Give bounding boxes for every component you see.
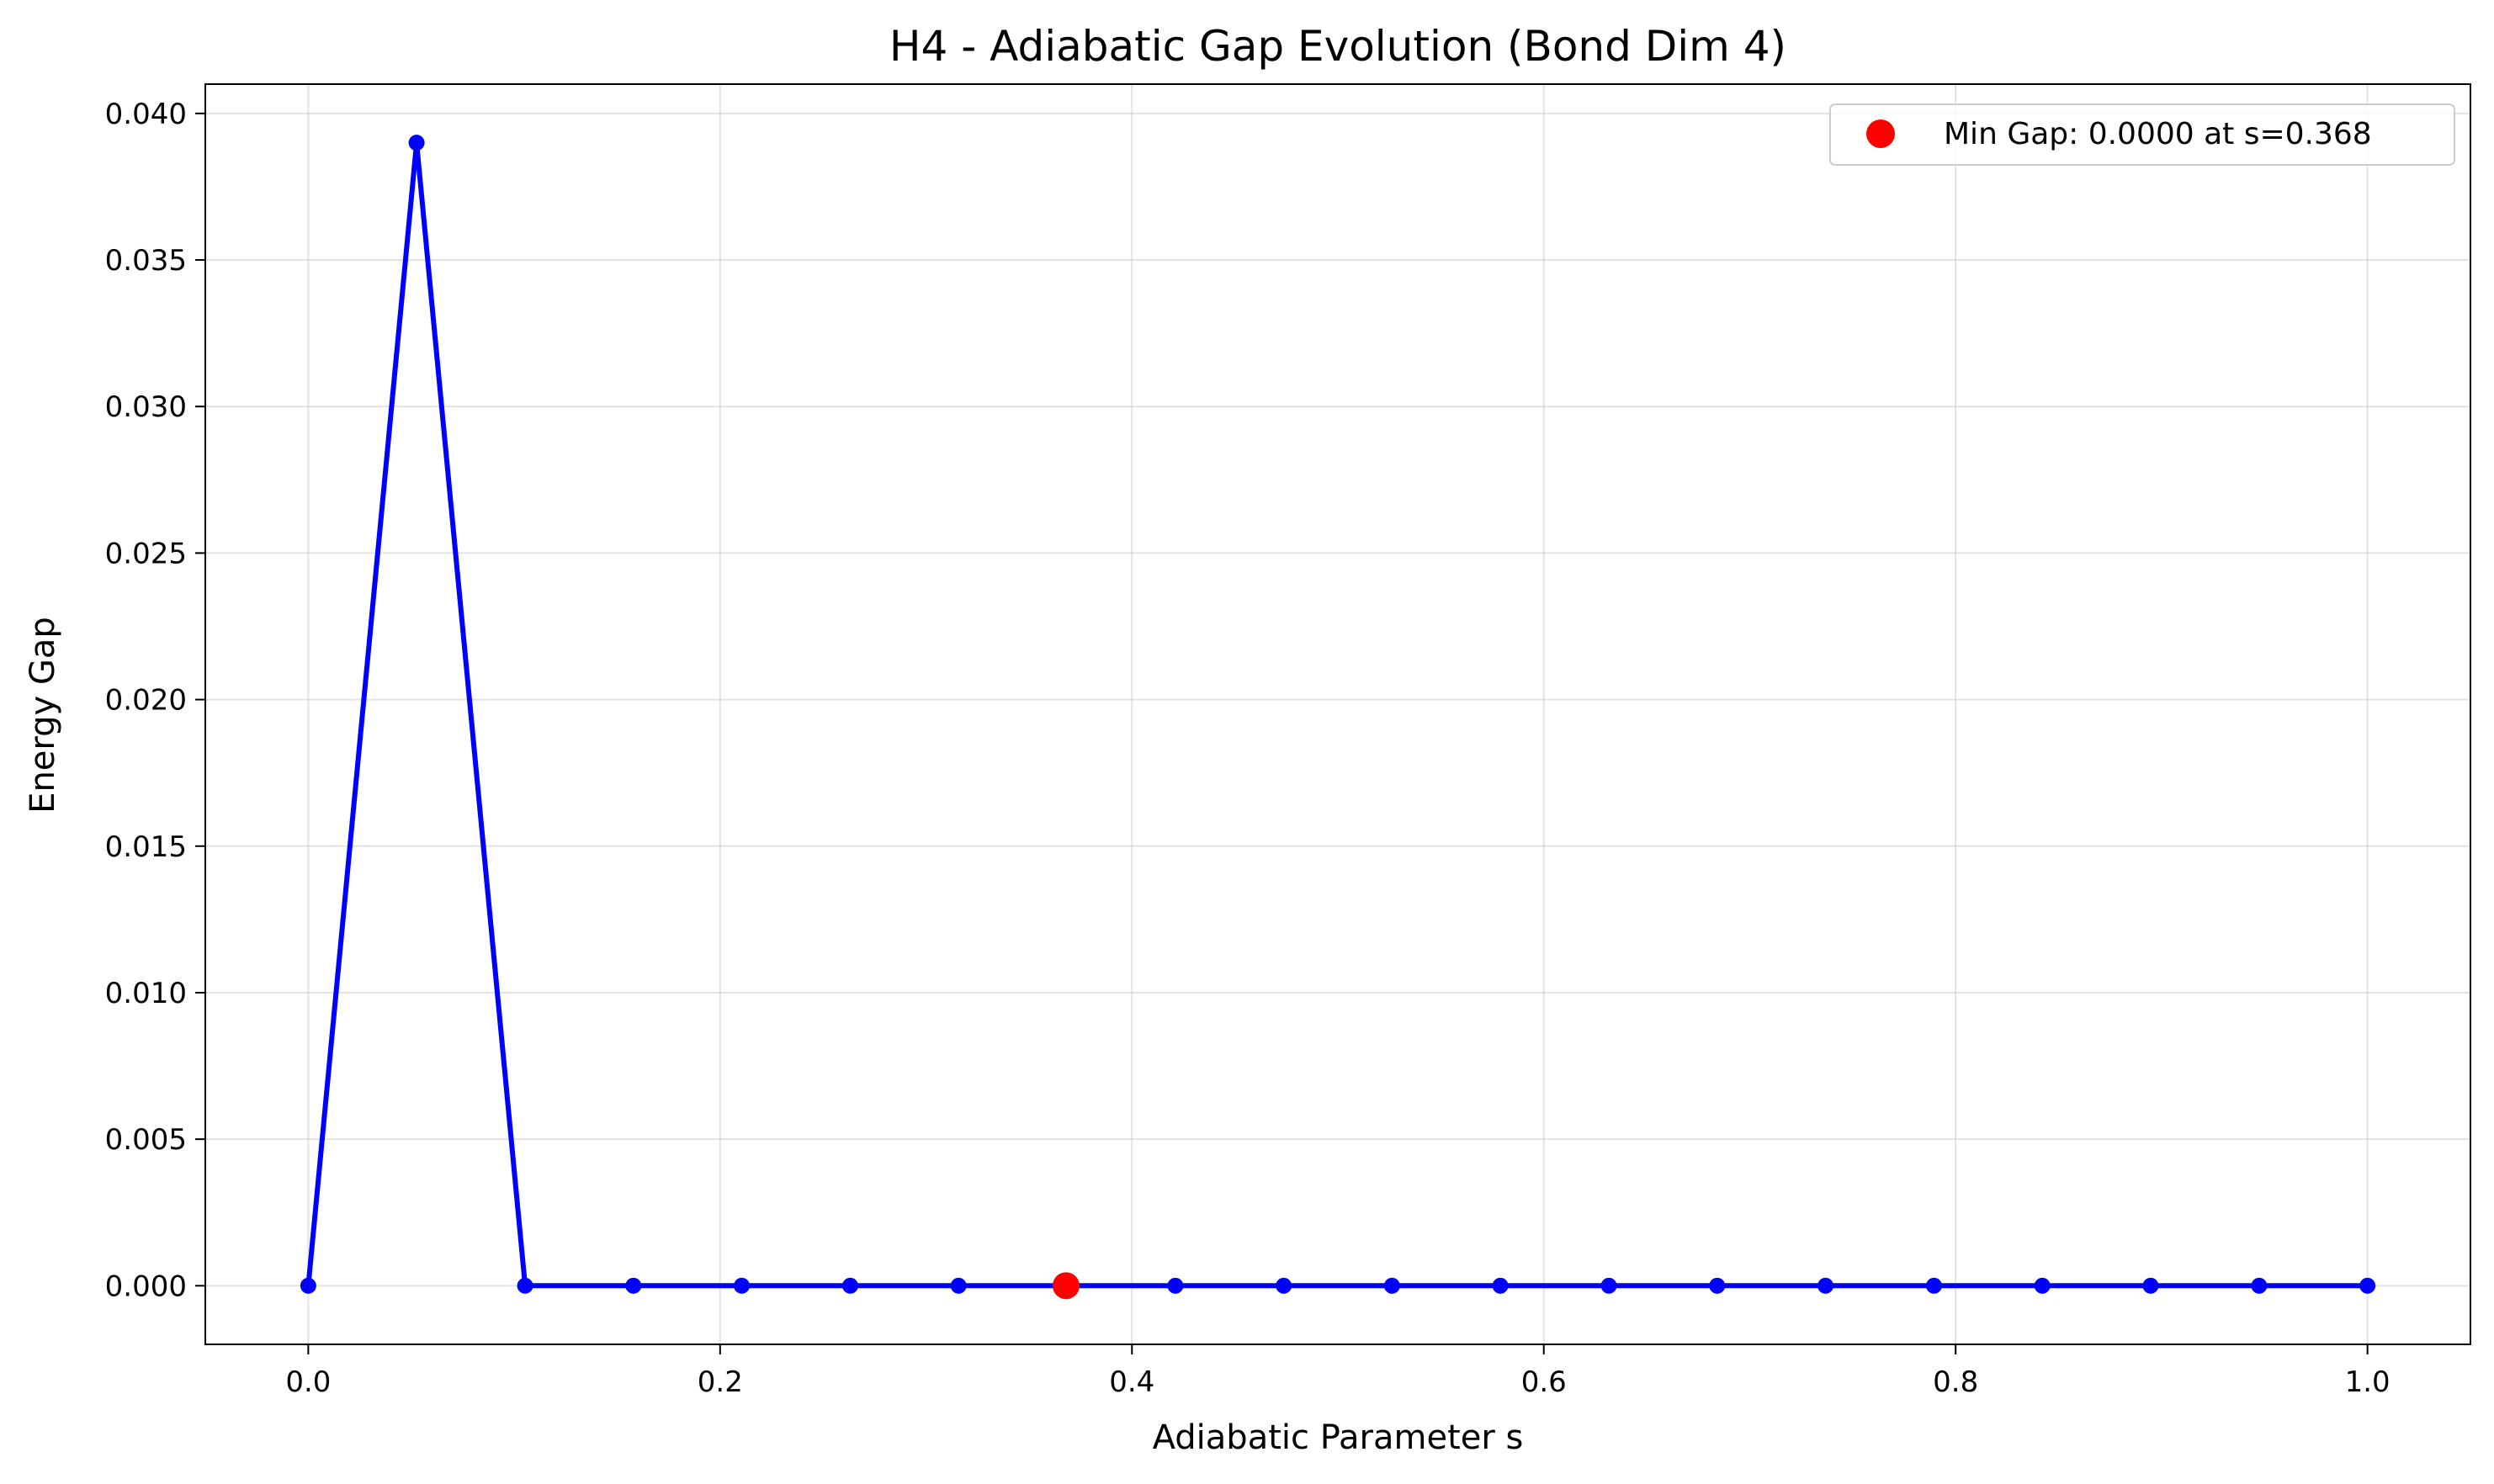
data-point <box>841 1277 858 1294</box>
legend-label: Min Gap: 0.0000 at s=0.368 <box>1944 117 2372 151</box>
x-tick-label: 0.4 <box>1109 1365 1154 1399</box>
y-tick-label: 0.030 <box>105 390 187 424</box>
data-point <box>625 1277 642 1294</box>
series-line <box>305 140 2368 1289</box>
data-point <box>1925 1277 1942 1294</box>
data-point <box>1709 1277 1726 1294</box>
data-point <box>517 1277 533 1294</box>
data-point <box>2251 1277 2268 1294</box>
x-axis-label: Adiabatic Parameter s <box>1153 1418 1524 1457</box>
x-tick-label: 0.2 <box>698 1365 743 1399</box>
x-tick-label: 1.0 <box>2345 1365 2391 1399</box>
y-tick-label: 0.005 <box>105 1123 187 1157</box>
y-tick-label: 0.010 <box>105 977 187 1010</box>
y-tick-label: 0.025 <box>105 537 187 570</box>
y-axis-label: Energy Gap <box>24 617 62 814</box>
y-tick-label: 0.020 <box>105 684 187 718</box>
axis-ticks: 0.0 0.2 0.4 0.6 0.8 1.0 0.000 0.005 0.010 0.015 0.… <box>105 98 2391 1399</box>
data-point <box>1600 1277 1617 1294</box>
y-tick-label: 0.000 <box>105 1269 187 1303</box>
legend-marker <box>1866 119 1895 148</box>
y-tick-label: 0.035 <box>105 244 187 278</box>
legend-box <box>1829 103 2455 166</box>
data-point <box>2034 1277 2051 1294</box>
plot-frame <box>204 83 2471 1345</box>
data-point <box>1383 1277 1400 1294</box>
data-point <box>1492 1277 1509 1294</box>
y-tick-label: 0.040 <box>105 98 187 131</box>
x-tick-label: 0.0 <box>285 1365 331 1399</box>
y-tick-label: 0.015 <box>105 830 187 864</box>
data-point <box>300 1277 316 1294</box>
grid <box>205 84 2470 1344</box>
plot-area <box>300 135 2376 1300</box>
x-tick-label: 0.6 <box>1521 1365 1567 1399</box>
data-point <box>1167 1277 1184 1294</box>
data-point <box>2142 1277 2159 1294</box>
data-point <box>1276 1277 1292 1294</box>
data-point <box>950 1277 967 1294</box>
data-point <box>2359 1277 2376 1294</box>
x-tick-label: 0.8 <box>1933 1365 1978 1399</box>
data-point <box>1817 1277 1834 1294</box>
data-point <box>734 1277 751 1294</box>
min-gap-marker <box>1052 1272 1080 1300</box>
legend: Min Gap: 0.0000 at s=0.368 <box>1829 103 2455 166</box>
chart-title: H4 - Adiabatic Gap Evolution (Bond Dim 4… <box>889 22 1786 71</box>
data-point <box>408 135 425 151</box>
